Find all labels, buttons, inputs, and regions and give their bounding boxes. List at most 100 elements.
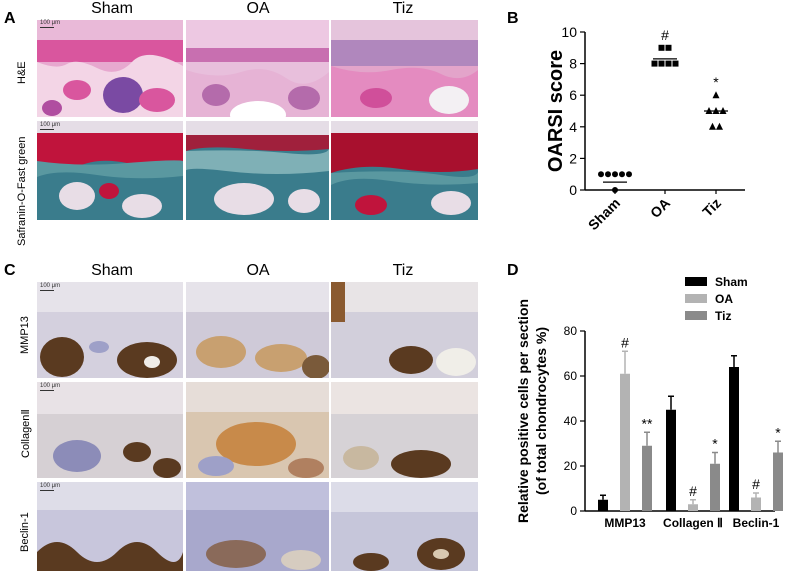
data-point <box>665 44 672 51</box>
data-point <box>598 171 604 178</box>
significance-marker: * <box>713 74 719 90</box>
oarsi-scatter-chart: 0 2 4 6 8 10 OARSI score Sham OA Tiz # * <box>545 24 745 233</box>
data-point <box>626 171 632 178</box>
panel-a-col-oa: OA <box>246 0 270 17</box>
y-tick-label: 60 <box>564 369 578 383</box>
y-tick-label: 10 <box>561 24 577 40</box>
panel-c-col-oa: OA <box>246 262 270 279</box>
significance-marker: * <box>775 424 781 440</box>
panel-c-col-sham: Sham <box>91 262 133 279</box>
significance-marker: ** <box>642 415 653 431</box>
collagen-sham-image <box>37 382 183 478</box>
legend-label-tiz: Tiz <box>715 309 731 323</box>
scale-bar-label: 100 μm <box>40 122 61 128</box>
significance-marker: # <box>621 334 629 350</box>
data-point <box>612 171 618 178</box>
safranin-oa-image <box>186 121 329 220</box>
y-tick-label: 40 <box>564 414 578 428</box>
panel-a-scale-bar-2: 100 μm <box>40 122 60 130</box>
collagen-oa-image <box>186 382 329 478</box>
beclin-oa-image <box>186 482 329 571</box>
mmp13-tiz-image <box>331 282 478 378</box>
bar-oa <box>620 373 630 511</box>
mmp13-oa-image <box>186 282 329 378</box>
scale-bar-label: 100 μm <box>40 383 61 389</box>
bar-oa <box>688 504 698 511</box>
panel-letter-c: C <box>4 262 16 279</box>
significance-marker: # <box>752 476 760 492</box>
data-point <box>716 122 723 130</box>
legend-swatch-oa <box>685 294 707 303</box>
y-axis-label: (of total chondrocytes %) <box>533 327 549 495</box>
panel-letter-b: B <box>507 10 519 27</box>
legend-swatch-sham <box>685 277 707 286</box>
y-tick-label: 8 <box>569 56 577 72</box>
safranin-sham-image <box>37 121 183 220</box>
x-tick-label: Collagen Ⅱ <box>663 516 723 530</box>
panel-c-scale-bar-1: 100 μm <box>40 283 60 291</box>
scale-bar-label: 100 μm <box>40 20 61 26</box>
panel-letter-d: D <box>507 262 519 279</box>
y-tick-label: 80 <box>564 324 578 338</box>
y-axis-label: Relative positive cells per section <box>515 299 531 523</box>
panel-a-col-sham: Sham <box>91 0 133 17</box>
x-tick-label: MMP13 <box>604 516 646 530</box>
mmp13-sham-image <box>37 282 183 378</box>
scale-bar-label: 100 μm <box>40 483 61 489</box>
significance-marker: # <box>661 27 669 43</box>
bar-tiz <box>710 463 720 511</box>
y-tick-label: 0 <box>570 504 577 518</box>
bar-tiz <box>773 452 783 511</box>
collagen-tiz-image <box>331 382 478 478</box>
x-tick-label: Beclin-1 <box>733 516 780 530</box>
data-point <box>605 171 611 178</box>
panel-c-row-collagen: CollagenⅡ <box>20 409 32 458</box>
y-tick-label: 4 <box>569 119 577 135</box>
x-tick-label: Sham <box>585 195 623 233</box>
he-tiz-image <box>331 20 478 117</box>
panel-a-scale-bar-1: 100 μm <box>40 20 60 28</box>
data-point <box>709 122 716 130</box>
bar-oa <box>751 497 761 511</box>
panel-c-scale-bar-3: 100 μm <box>40 483 60 491</box>
bar-tiz <box>642 445 652 511</box>
panel-c-row-beclin: Beclin-1 <box>19 512 31 552</box>
data-point <box>658 60 665 67</box>
panel-a-row-safranin: Safranin-O-Fast green <box>16 136 28 246</box>
data-point <box>612 187 618 193</box>
significance-marker: * <box>712 436 718 452</box>
y-tick-label: 20 <box>564 459 578 473</box>
bar-sham <box>729 367 739 511</box>
legend-label-oa: OA <box>715 292 733 306</box>
significance-marker: # <box>689 483 697 499</box>
bar-sham <box>666 409 676 511</box>
scale-bar-label: 100 μm <box>40 283 61 289</box>
positive-cells-bar-chart: 0 20 40 60 80 Relative positive cells per sec… <box>515 275 783 530</box>
y-tick-label: 2 <box>569 150 577 166</box>
panel-a-col-tiz: Tiz <box>392 0 414 17</box>
he-sham-image <box>37 20 183 117</box>
y-tick-label: 6 <box>569 87 577 103</box>
he-oa-image <box>186 20 329 117</box>
panel-a-row-he: H&E <box>16 61 28 84</box>
panel-c-row-mmp13: MMP13 <box>19 316 31 354</box>
y-axis-label: OARSI score <box>545 50 567 172</box>
panel-letter-a: A <box>4 10 16 27</box>
data-point <box>619 171 625 178</box>
data-point <box>665 60 672 67</box>
bar-sham <box>598 499 608 511</box>
beclin-sham-image <box>37 482 183 571</box>
panel-c-scale-bar-2: 100 μm <box>40 383 60 391</box>
safranin-tiz-image <box>331 121 478 220</box>
x-tick-label: OA <box>647 195 673 221</box>
data-point <box>672 60 679 67</box>
panel-c-col-tiz: Tiz <box>392 262 414 279</box>
y-tick-label: 0 <box>569 182 577 198</box>
data-point <box>651 60 658 67</box>
data-point <box>658 44 665 51</box>
legend-label-sham: Sham <box>715 275 748 289</box>
data-point <box>712 91 720 99</box>
legend-swatch-tiz <box>685 311 707 320</box>
x-tick-label: Tiz <box>699 195 724 220</box>
beclin-tiz-image <box>331 482 478 571</box>
